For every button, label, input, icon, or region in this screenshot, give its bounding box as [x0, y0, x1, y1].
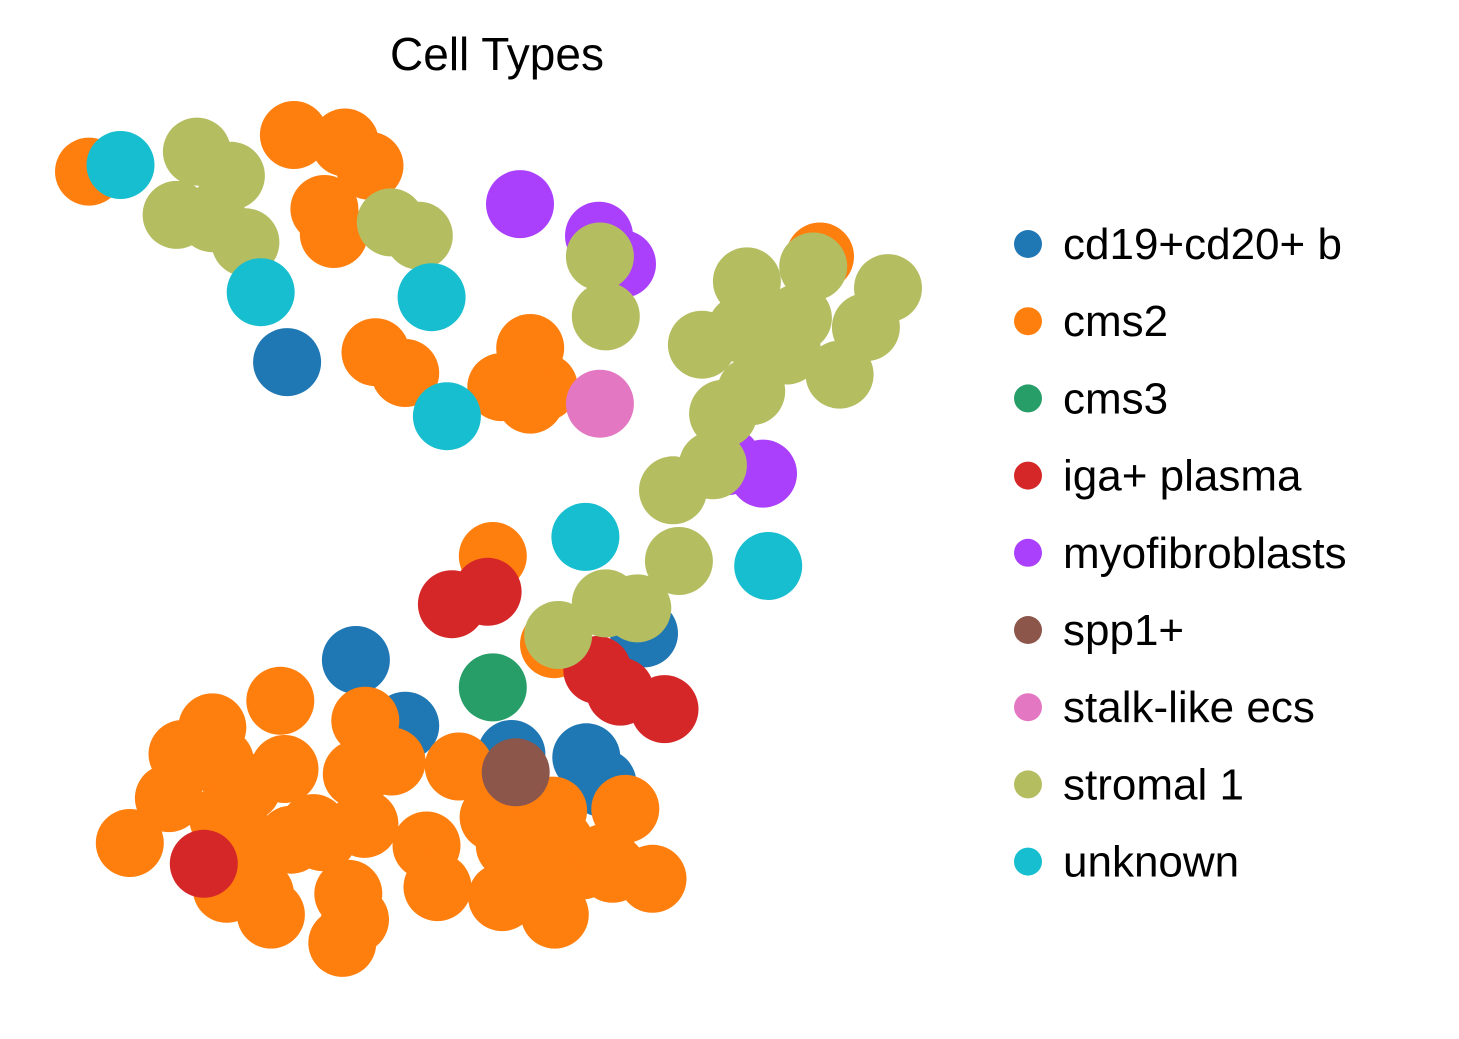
- legend-marker-unknown: [1014, 847, 1042, 876]
- point-stromal-1-26: [524, 601, 593, 669]
- legend-marker-cms3: [1014, 384, 1042, 413]
- point-cms2-44: [403, 853, 472, 922]
- legend-marker-spp1-: [1014, 616, 1042, 644]
- legend-label-spp1-: spp1+: [1063, 606, 1184, 655]
- point-cms2-15: [246, 666, 315, 735]
- point-unknown-5: [734, 532, 803, 600]
- point-unknown-3: [412, 382, 481, 451]
- legend-item-cms2: cms2: [1014, 297, 1168, 346]
- point-iga-plasma-1: [417, 570, 486, 639]
- point-cms3-0: [458, 653, 527, 722]
- legend-label-stalk-like-ecs: stalk-like ecs: [1063, 683, 1315, 732]
- point-stromal-1-8: [571, 282, 640, 351]
- point-unknown-1: [226, 258, 295, 327]
- point-stromal-1-18: [805, 340, 874, 409]
- point-cms2-3: [335, 131, 404, 200]
- point-cms2-49: [236, 880, 305, 949]
- legend-label-iga-plasma: iga+ plasma: [1063, 452, 1302, 501]
- legend-label-cms2: cms2: [1063, 297, 1168, 346]
- legend-item-stromal-1: stromal 1: [1014, 760, 1244, 809]
- point-cms2-51: [520, 880, 589, 949]
- legend-item-cms3: cms3: [1014, 374, 1168, 423]
- legend-item-myofibroblasts: myofibroblasts: [1014, 529, 1347, 578]
- legend-item-iga-plasma: iga+ plasma: [1014, 452, 1302, 501]
- point-cms2-32: [95, 809, 164, 877]
- point-cms2-48: [618, 844, 687, 913]
- point-iga-plasma-5: [169, 829, 238, 898]
- legend-label-cd19-cd20-b: cd19+cd20+ b: [1063, 220, 1342, 269]
- point-cms2-35: [288, 803, 357, 872]
- legend-marker-cms2: [1014, 307, 1042, 336]
- legend-item-cd19-cd20-b: cd19+cd20+ b: [1014, 220, 1342, 269]
- point-cms2-1: [259, 101, 328, 169]
- point-spp1--0: [481, 738, 550, 807]
- legend-label-cms3: cms3: [1063, 374, 1168, 423]
- legend-marker-iga-plasma: [1014, 461, 1042, 490]
- legend-marker-stromal-1: [1014, 770, 1042, 799]
- point-stromal-1-20: [689, 379, 758, 448]
- point-unknown-4: [551, 502, 620, 571]
- point-cms2-37: [475, 811, 544, 880]
- point-stromal-1-23: [644, 527, 713, 595]
- legend-label-myofibroblasts: myofibroblasts: [1063, 529, 1347, 578]
- points-layer: [55, 101, 922, 977]
- point-iga-plasma-4: [630, 675, 699, 744]
- point-stromal-1-7: [565, 222, 634, 291]
- legend-label-unknown: unknown: [1063, 838, 1239, 887]
- point-cms2-11: [496, 365, 565, 434]
- legend-marker-cd19-cd20-b: [1014, 230, 1042, 258]
- legend-label-stromal-1: stromal 1: [1063, 760, 1244, 809]
- chart-title: Cell Types: [390, 28, 604, 80]
- point-cd19-cd20-b-2: [321, 626, 390, 694]
- point-stromal-1-25: [603, 574, 672, 643]
- legend: cd19+cd20+ b cms2 cms3 iga+ plasma myofibrob…: [1014, 220, 1347, 887]
- point-cms2-52: [308, 908, 377, 977]
- legend-item-spp1-: spp1+: [1014, 606, 1184, 655]
- point-cd19-cd20-b-0: [253, 328, 322, 397]
- point-stromal-1-6: [384, 201, 453, 270]
- point-myofibroblasts-0: [486, 170, 554, 239]
- point-myofibroblasts-4: [729, 439, 797, 508]
- point-cms2-7: [371, 339, 440, 407]
- legend-item-stalk-like-ecs: stalk-like ecs: [1014, 683, 1315, 732]
- point-cms2-23: [424, 732, 493, 801]
- point-cms2-22: [322, 740, 391, 808]
- point-cms2-24: [134, 764, 203, 833]
- legend-marker-stalk-like-ecs: [1014, 693, 1042, 722]
- point-unknown-2: [397, 263, 466, 332]
- legend-marker-myofibroblasts: [1014, 538, 1042, 567]
- point-cms2-5: [299, 200, 368, 268]
- point-stromal-1-10: [779, 232, 848, 301]
- point-unknown-0: [86, 131, 155, 199]
- point-stalk-like-ecs-0: [565, 369, 634, 438]
- legend-item-unknown: unknown: [1014, 838, 1239, 887]
- point-stromal-1-22: [639, 456, 707, 525]
